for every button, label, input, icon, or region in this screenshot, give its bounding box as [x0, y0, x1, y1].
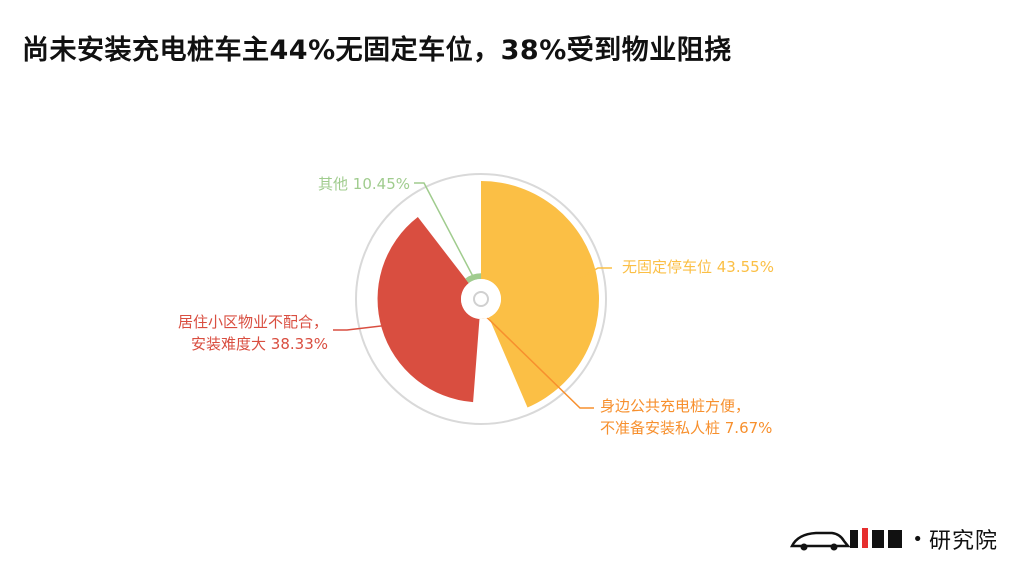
leader-line-2: [333, 323, 397, 331]
pie-slice-2: [377, 217, 480, 403]
leader-line-1: [482, 313, 594, 409]
outer-ring: [355, 173, 607, 425]
slice-label-3-line-0: 其他 10.45%: [318, 175, 410, 193]
page-title: 尚未安装充电桩车主44%无固定车位，38%受到物业阻挠: [22, 35, 732, 66]
leader-line-3: [414, 182, 475, 279]
logo-text: 研究院: [928, 529, 998, 554]
center-dot: [473, 291, 489, 307]
pie-slice-0: [481, 181, 599, 408]
logo-dot: •: [912, 528, 923, 550]
slice-label-0-line-0: 无固定停车位 43.55%: [622, 258, 774, 276]
slice-label-2-line-1: 安装难度大 38.33%: [191, 335, 328, 353]
slice-label-2-line-0: 居住小区物业不配合，: [178, 313, 328, 331]
slice-label-1-line-0: 身边公共充电桩方便，: [600, 397, 750, 415]
brand-logo: • 研究院: [788, 524, 998, 554]
slice-label-1-line-1: 不准备安装私人桩 7.67%: [600, 419, 772, 437]
car-logo-icon: [790, 528, 903, 551]
leader-line-0: [578, 267, 612, 280]
